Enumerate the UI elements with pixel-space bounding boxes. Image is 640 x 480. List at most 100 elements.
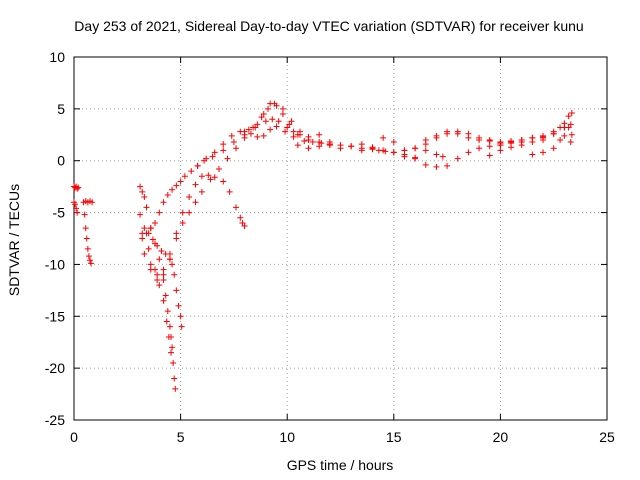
x-tick-label: 10: [279, 429, 295, 445]
data-point: [192, 181, 199, 188]
data-point: [181, 173, 188, 180]
series-arc-j: [141, 100, 312, 278]
data-point: [508, 144, 515, 151]
data-point: [173, 235, 180, 242]
data-point: [296, 128, 303, 135]
data-point: [228, 132, 235, 139]
data-point: [207, 176, 214, 183]
data-point: [241, 223, 248, 230]
data-point: [152, 219, 159, 226]
data-point: [175, 302, 182, 309]
data-point: [422, 136, 429, 143]
data-point: [267, 126, 274, 133]
data-point: [567, 121, 574, 128]
data-point: [173, 230, 180, 237]
data-point: [508, 139, 515, 146]
data-point: [273, 123, 280, 130]
data-point: [439, 153, 446, 160]
data-point: [557, 136, 564, 143]
data-point: [565, 113, 572, 120]
data-point: [375, 147, 382, 154]
data-point: [198, 188, 205, 195]
data-point: [326, 141, 333, 148]
data-point: [220, 141, 227, 148]
data-point: [258, 114, 265, 121]
data-point: [550, 145, 557, 152]
data-point: [433, 163, 440, 170]
data-point: [141, 251, 148, 258]
data-point: [565, 124, 572, 131]
series-arc-b: [71, 199, 81, 216]
data-point: [170, 359, 177, 366]
data-point: [203, 155, 210, 162]
data-point: [412, 154, 419, 161]
data-point: [143, 204, 150, 211]
data-point: [465, 149, 472, 156]
data-point: [166, 251, 173, 258]
data-point: [83, 235, 90, 242]
series-arc-i: [147, 172, 248, 283]
data-point: [147, 266, 154, 273]
data-point: [164, 191, 171, 198]
data-point: [168, 349, 175, 356]
data-point: [84, 245, 91, 252]
data-point: [444, 128, 451, 135]
data-point: [290, 133, 297, 140]
data-point: [288, 118, 295, 125]
data-point: [166, 256, 173, 263]
y-tick-label: 0: [57, 153, 65, 169]
data-point: [294, 142, 301, 149]
data-point: [173, 287, 180, 294]
data-point: [401, 151, 408, 158]
data-point: [279, 111, 286, 118]
x-tick-label: 25: [599, 429, 615, 445]
data-point: [305, 136, 312, 143]
data-point: [156, 209, 163, 216]
data-point: [74, 209, 81, 216]
series-arc-u: [540, 120, 575, 141]
data-point: [275, 118, 282, 125]
data-point: [301, 138, 308, 145]
data-point: [348, 143, 355, 150]
data-point: [211, 174, 218, 181]
y-tick-label: 10: [49, 49, 65, 65]
data-point: [518, 142, 525, 149]
tick-labels: 0 5 10 15 20 25 -25 -20 -15 -10 -5 0 5 10: [45, 49, 615, 445]
data-point: [209, 153, 216, 160]
data-point: [82, 225, 89, 232]
data-point: [267, 100, 274, 107]
data-point: [85, 253, 92, 260]
data-point: [147, 261, 154, 268]
data-point: [486, 136, 493, 143]
data-point: [369, 144, 376, 151]
series-arc-l: [241, 123, 333, 149]
data-point: [166, 323, 173, 330]
y-tick-label: -5: [53, 205, 66, 221]
data-point: [74, 185, 81, 192]
data-point: [337, 142, 344, 149]
data-point: [290, 128, 297, 135]
data-point: [177, 178, 184, 185]
data-point: [137, 211, 144, 218]
y-axis-label: SDTVAR / TECUs: [6, 184, 22, 296]
data-point: [160, 276, 167, 283]
data-point: [486, 152, 493, 159]
data-point: [205, 172, 212, 179]
data-point: [433, 151, 440, 158]
x-axis-label: GPS time / hours: [287, 457, 394, 473]
data-point: [262, 118, 269, 125]
data-point: [390, 139, 397, 146]
data-point: [164, 308, 171, 315]
data-point: [179, 209, 186, 216]
data-point: [254, 133, 261, 140]
data-point: [540, 149, 547, 156]
data-point: [422, 161, 429, 168]
data-point: [72, 201, 79, 208]
data-point: [172, 385, 179, 392]
data-point: [316, 143, 323, 150]
data-point: [141, 225, 148, 232]
data-point: [160, 271, 167, 278]
data-point: [237, 214, 244, 221]
data-point: [211, 149, 218, 156]
x-tick-label: 0: [70, 429, 78, 445]
